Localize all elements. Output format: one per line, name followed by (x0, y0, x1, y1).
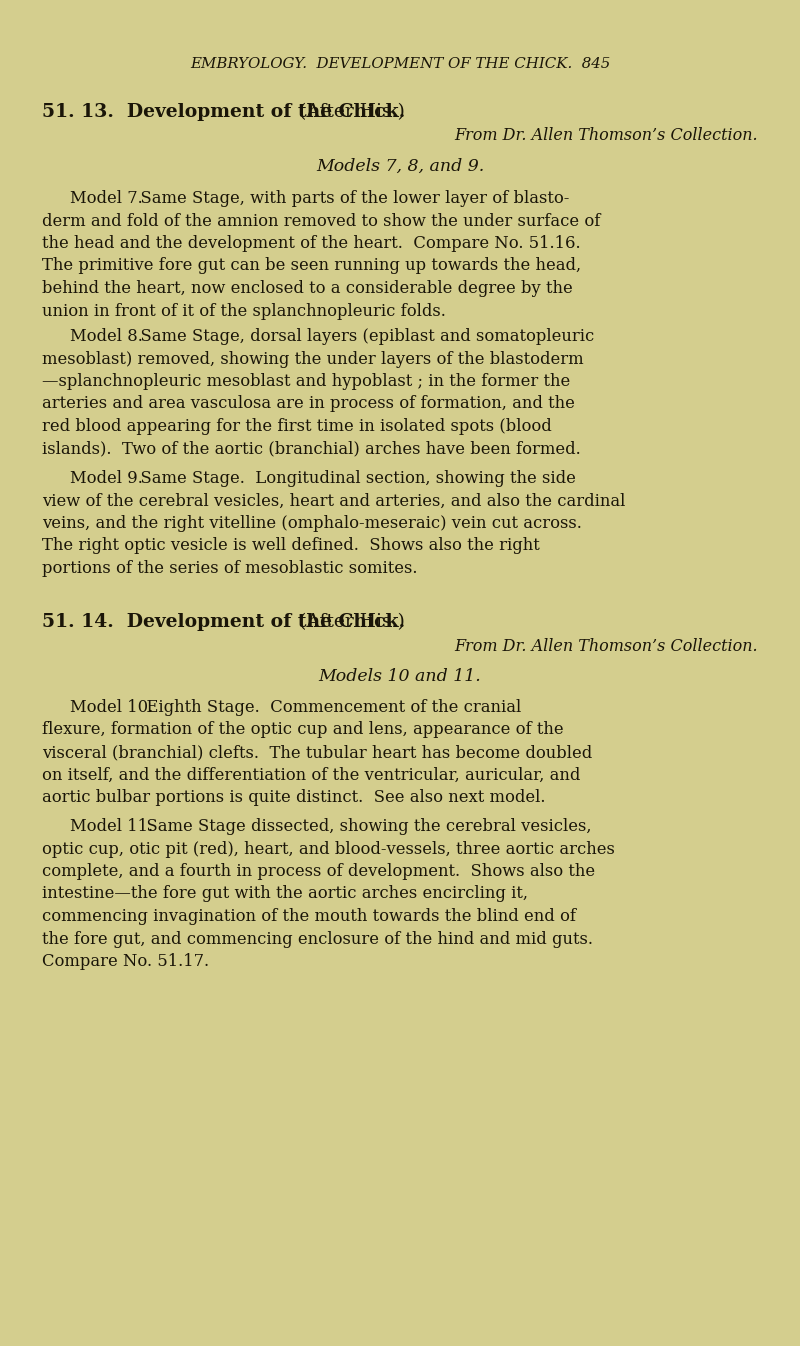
Text: The primitive fore gut can be seen running up towards the head,: The primitive fore gut can be seen runni… (42, 257, 581, 275)
Text: From Dr. Allen Thomson’s Collection.: From Dr. Allen Thomson’s Collection. (454, 127, 758, 144)
Text: Same Stage, with parts of the lower layer of blasto-: Same Stage, with parts of the lower laye… (130, 190, 570, 207)
Text: Same Stage.  Longitudinal section, showing the side: Same Stage. Longitudinal section, showin… (130, 470, 576, 487)
Text: optic cup, otic pit (red), heart, and blood-vessels, three aortic arches: optic cup, otic pit (red), heart, and bl… (42, 840, 615, 857)
Text: (After His.): (After His.) (287, 612, 405, 631)
Text: mesoblast) removed, showing the under layers of the blastoderm: mesoblast) removed, showing the under la… (42, 350, 584, 367)
Text: 51. 14.  Development of the Chick.: 51. 14. Development of the Chick. (42, 612, 405, 631)
Text: Same Stage, dorsal layers (epiblast and somatopleuric: Same Stage, dorsal layers (epiblast and … (130, 328, 594, 345)
Text: 51. 13.  Development of the Chick.: 51. 13. Development of the Chick. (42, 104, 406, 121)
Text: complete, and a fourth in process of development.  Shows also the: complete, and a fourth in process of dev… (42, 863, 595, 880)
Text: the head and the development of the heart.  Compare No. 51.16.: the head and the development of the hear… (42, 236, 581, 252)
Text: islands).  Two of the aortic (branchial) arches have been formed.: islands). Two of the aortic (branchial) … (42, 440, 581, 458)
Text: behind the heart, now enclosed to a considerable degree by the: behind the heart, now enclosed to a cons… (42, 280, 573, 297)
Text: portions of the series of mesoblastic somites.: portions of the series of mesoblastic so… (42, 560, 418, 577)
Text: Eighth Stage.  Commencement of the cranial: Eighth Stage. Commencement of the crania… (137, 699, 522, 716)
Text: Model 8.: Model 8. (70, 328, 143, 345)
Text: on itself, and the differentiation of the ventricular, auricular, and: on itself, and the differentiation of th… (42, 766, 580, 783)
Text: Compare No. 51.17.: Compare No. 51.17. (42, 953, 209, 970)
Text: red blood appearing for the first time in isolated spots (blood: red blood appearing for the first time i… (42, 419, 552, 435)
Text: Model 9.: Model 9. (70, 470, 143, 487)
Text: EMBRYOLOGY.  DEVELOPMENT OF THE CHICK.  845: EMBRYOLOGY. DEVELOPMENT OF THE CHICK. 84… (190, 57, 610, 71)
Text: —splanchnopleuric mesoblast and hypoblast ; in the former the: —splanchnopleuric mesoblast and hypoblas… (42, 373, 570, 390)
Text: commencing invagination of the mouth towards the blind end of: commencing invagination of the mouth tow… (42, 909, 576, 925)
Text: view of the cerebral vesicles, heart and arteries, and also the cardinal: view of the cerebral vesicles, heart and… (42, 493, 626, 510)
Text: Same Stage dissected, showing the cerebral vesicles,: Same Stage dissected, showing the cerebr… (137, 818, 592, 835)
Text: From Dr. Allen Thomson’s Collection.: From Dr. Allen Thomson’s Collection. (454, 638, 758, 656)
Text: veins, and the right vitelline (omphalo-meseraic) vein cut across.: veins, and the right vitelline (omphalo-… (42, 516, 582, 532)
Text: aortic bulbar portions is quite distinct.  See also next model.: aortic bulbar portions is quite distinct… (42, 789, 546, 806)
Text: intestine—the fore gut with the aortic arches encircling it,: intestine—the fore gut with the aortic a… (42, 886, 528, 903)
Text: Model 11.: Model 11. (70, 818, 153, 835)
Text: the fore gut, and commencing enclosure of the hind and mid guts.: the fore gut, and commencing enclosure o… (42, 930, 593, 948)
Text: derm and fold of the amnion removed to show the under surface of: derm and fold of the amnion removed to s… (42, 213, 600, 230)
Text: The right optic vesicle is well defined.  Shows also the right: The right optic vesicle is well defined.… (42, 537, 540, 555)
Text: Models 7, 8, and 9.: Models 7, 8, and 9. (316, 157, 484, 175)
Text: visceral (branchial) clefts.  The tubular heart has become doubled: visceral (branchial) clefts. The tubular… (42, 744, 592, 760)
Text: Model 7.: Model 7. (70, 190, 142, 207)
Text: Model 10.: Model 10. (70, 699, 154, 716)
Text: arteries and area vasculosa are in process of formation, and the: arteries and area vasculosa are in proce… (42, 396, 575, 412)
Text: (After His.): (After His.) (287, 104, 405, 121)
Text: union in front of it of the splanchnopleuric folds.: union in front of it of the splanchnople… (42, 303, 446, 319)
Text: Models 10 and 11.: Models 10 and 11. (318, 668, 482, 685)
Text: flexure, formation of the optic cup and lens, appearance of the: flexure, formation of the optic cup and … (42, 721, 564, 739)
